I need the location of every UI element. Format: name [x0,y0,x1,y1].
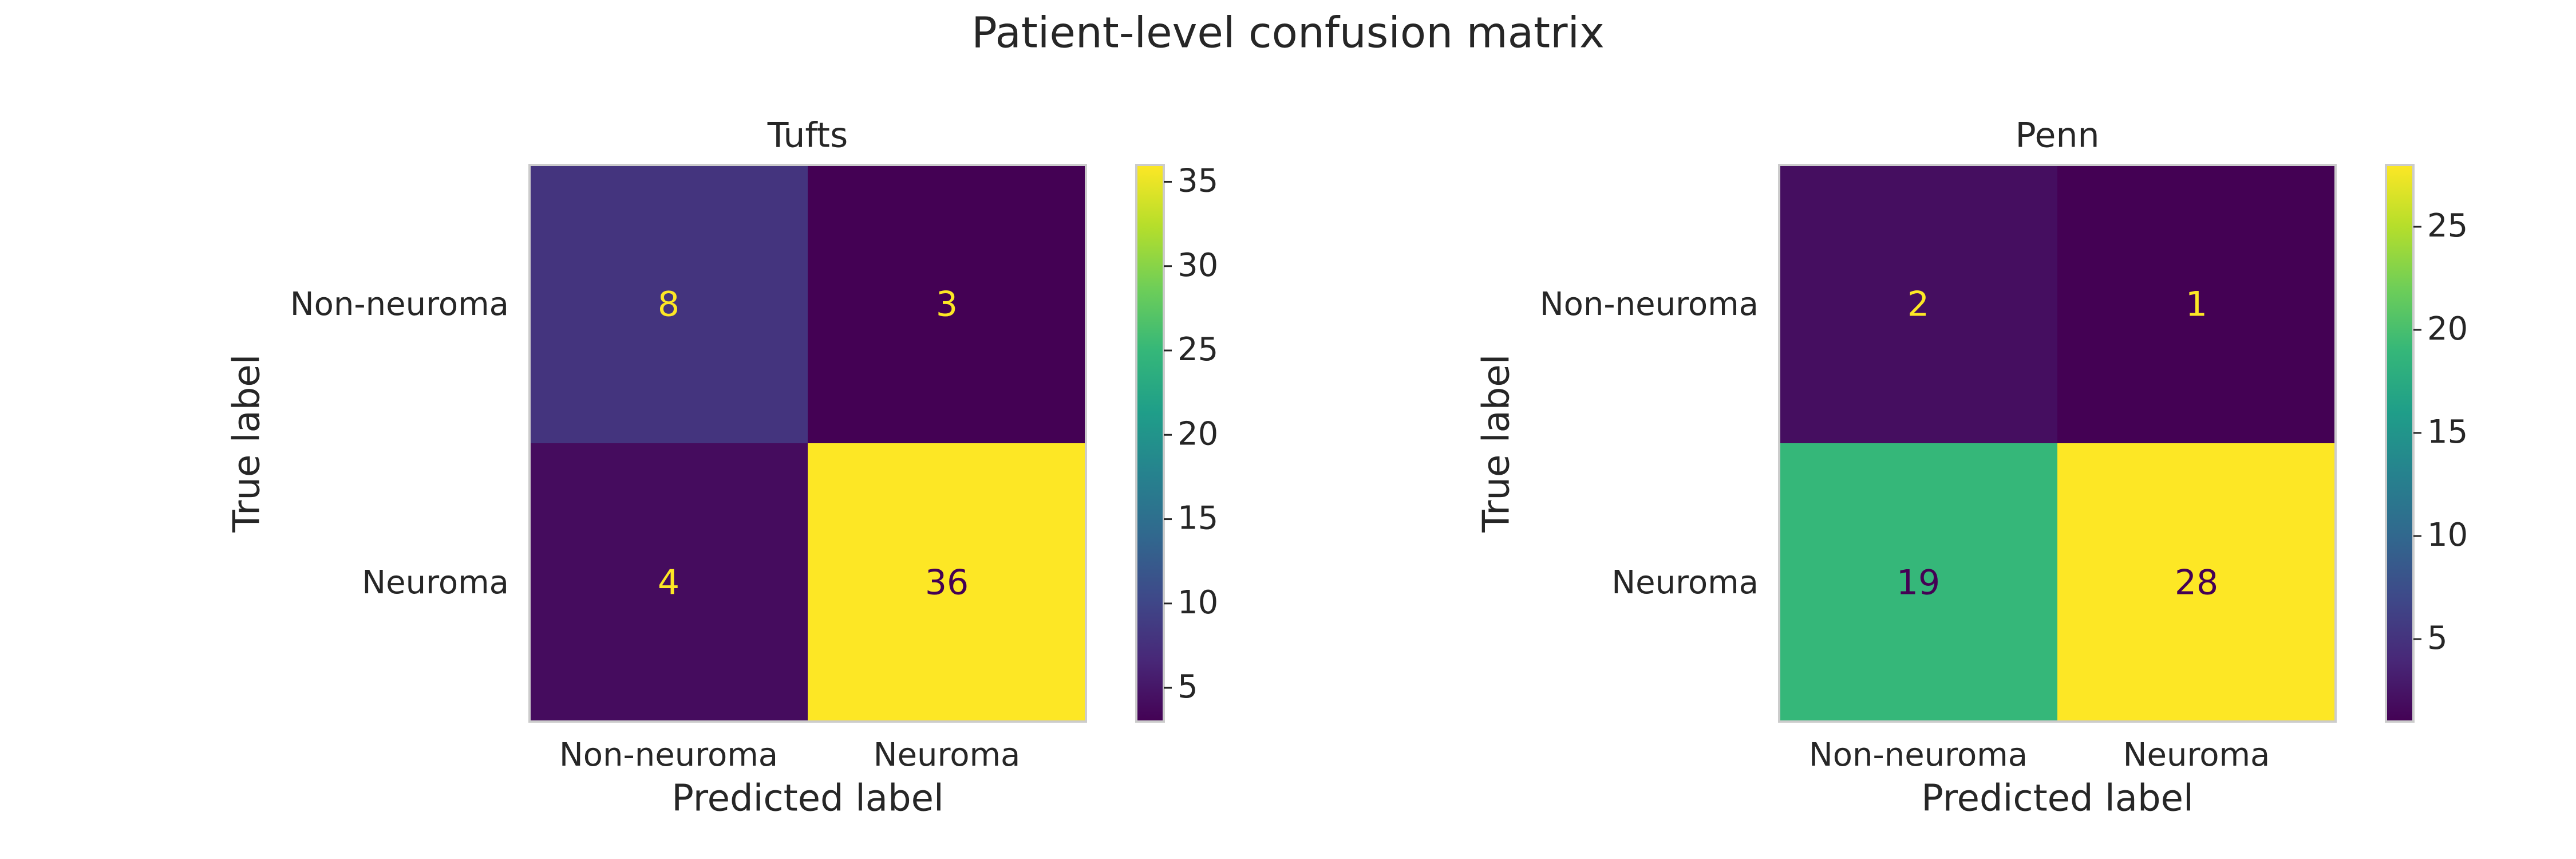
colorbar-tick-label: 20 [2427,310,2468,348]
colorbar-tick-label: 5 [1178,668,1198,706]
y-tick-label: Neuroma [362,564,509,601]
cell-value-label: 2 [1907,285,1929,325]
y-axis-label: True label [226,354,268,533]
colorbar-tick-label: 15 [1178,500,1218,537]
y-tick-label: Neuroma [1611,564,1759,601]
colorbar [1135,164,1165,723]
figure-title: Patient-level confusion matrix [971,9,1605,58]
cell-value-label: 28 [2175,563,2218,603]
colorbar-tick-label: 20 [1178,415,1218,452]
colorbar-tick-label: 25 [2427,207,2468,245]
confusion-matrix-panel-0: Tufts 8 3 4 36 Non-neuroma Neuroma Non-neuroma N… [226,116,1219,820]
matrix-cell [1779,165,2057,443]
y-tick-label: Non-neuroma [290,286,509,323]
y-axis-label: True label [1476,354,1518,533]
cell-value-label: 1 [2186,285,2207,325]
colorbar-tick-label: 25 [1178,331,1218,368]
x-axis-label: Predicted label [1921,778,2194,820]
colorbar [2385,164,2415,723]
matrix-cell [530,443,808,722]
colorbar-tick-label: 15 [2427,413,2468,451]
cell-value-label: 4 [658,563,679,603]
x-axis-label: Predicted label [671,778,944,820]
matrix-cell [2057,443,2336,722]
panel-title: Penn [2015,116,2099,156]
matrix-cell [1779,443,2057,722]
colorbar-tick-label: 10 [2427,517,2468,554]
y-tick-label: Non-neuroma [1540,286,1759,323]
x-tick-label: Neuroma [2123,736,2270,774]
matrix-frame [1778,164,2337,723]
matrix-frame [528,164,1087,723]
matrix-cell [808,165,1086,443]
colorbar-tick-label: 5 [2427,620,2448,657]
x-tick-label: Non-neuroma [1809,736,2028,774]
cell-value-label: 36 [925,563,969,603]
colorbar-tick-label: 10 [1178,584,1218,621]
cell-value-label: 3 [936,285,958,325]
cell-value-label: 19 [1897,563,1940,603]
x-tick-label: Neuroma [874,736,1021,774]
confusion-matrix-panel-1: Penn 2 1 19 28 Non-neuroma Neuroma Non-neuroma N… [1476,116,2468,820]
cell-value-label: 8 [658,285,679,325]
colorbar-tick-label: 30 [1178,247,1218,284]
x-tick-label: Non-neuroma [559,736,778,774]
matrix-cell [530,165,808,443]
matrix-cell [2057,165,2336,443]
panel-title: Tufts [767,116,848,156]
matrix-cell [808,443,1086,722]
colorbar-tick-label: 35 [1178,163,1218,200]
